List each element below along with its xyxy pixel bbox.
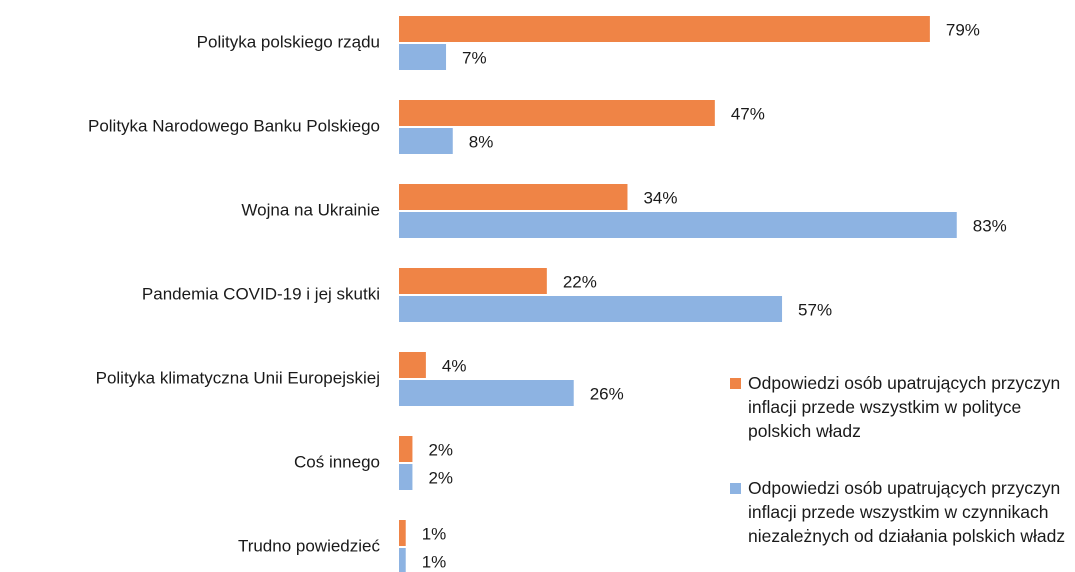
- category-label: Wojna na Ukrainie: [241, 200, 380, 219]
- bar: [399, 268, 547, 294]
- bar: [399, 16, 930, 42]
- legend-swatch: [730, 378, 741, 389]
- bar: [399, 548, 406, 572]
- value-label: 22%: [563, 272, 597, 291]
- legend-item: Odpowiedzi osób upatrujących przyczyn in…: [730, 476, 1075, 548]
- bar: [399, 464, 413, 490]
- legend-swatch: [730, 483, 741, 494]
- bar: [399, 128, 453, 154]
- bar: [399, 296, 783, 322]
- bar: [399, 380, 574, 406]
- value-label: 1%: [422, 552, 447, 571]
- value-label: 34%: [643, 188, 677, 207]
- value-label: 2%: [428, 468, 453, 487]
- value-label: 2%: [428, 440, 453, 459]
- value-label: 57%: [798, 300, 832, 319]
- value-label: 79%: [946, 20, 980, 39]
- bar: [399, 184, 628, 210]
- category-label: Polityka polskiego rządu: [197, 32, 380, 51]
- bar: [399, 44, 447, 70]
- category-label: Polityka Narodowego Banku Polskiego: [88, 116, 380, 135]
- category-label: Pandemia COVID-19 i jej skutki: [142, 284, 380, 303]
- legend-label: Odpowiedzi osób upatrujących przyczyn in…: [748, 373, 1061, 441]
- bar: [399, 520, 406, 546]
- value-label: 1%: [422, 524, 447, 543]
- category-label: Trudno powiedzieć: [238, 536, 381, 555]
- legend-label: Odpowiedzi osób upatrujących przyczyn in…: [748, 478, 1066, 546]
- value-label: 4%: [442, 356, 467, 375]
- bar: [399, 436, 413, 462]
- bar: [399, 100, 715, 126]
- legend-item: Odpowiedzi osób upatrujących przyczyn in…: [730, 371, 1075, 443]
- value-label: 47%: [731, 104, 765, 123]
- category-label: Polityka klimatyczna Unii Europejskiej: [96, 368, 380, 387]
- value-label: 83%: [973, 216, 1007, 235]
- value-label: 26%: [590, 384, 624, 403]
- bar: [399, 352, 426, 378]
- value-label: 8%: [469, 132, 494, 151]
- category-label: Coś innego: [294, 452, 380, 471]
- bar: [399, 212, 957, 238]
- value-label: 7%: [462, 48, 487, 67]
